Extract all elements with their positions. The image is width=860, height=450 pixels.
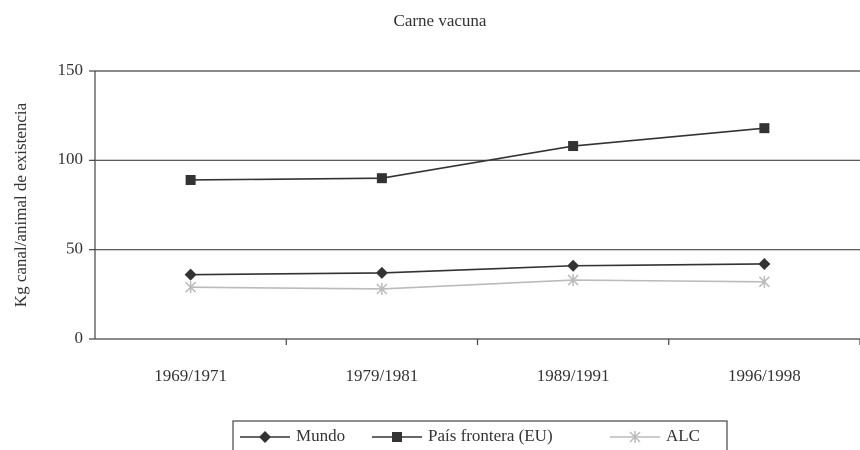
marker bbox=[376, 173, 387, 184]
marker bbox=[376, 282, 388, 295]
marker bbox=[185, 174, 196, 185]
marker bbox=[392, 432, 402, 442]
marker bbox=[629, 431, 641, 443]
marker bbox=[758, 257, 771, 270]
legend-label: Mundo bbox=[296, 426, 345, 445]
legend-box bbox=[232, 420, 728, 450]
y-tick-label: 100 bbox=[58, 149, 84, 168]
marker bbox=[259, 431, 271, 443]
marker bbox=[375, 266, 388, 279]
marker bbox=[185, 281, 197, 294]
marker bbox=[184, 268, 197, 281]
x-tick-label: 1979/1981 bbox=[346, 366, 419, 385]
marker bbox=[758, 275, 770, 288]
chart-title: Carne vacuna bbox=[394, 11, 487, 30]
y-tick-label: 150 bbox=[58, 60, 84, 79]
legend-label: ALC bbox=[666, 426, 700, 445]
marker bbox=[567, 274, 579, 287]
x-tick-label: 1989/1991 bbox=[537, 366, 610, 385]
series-line bbox=[190, 127, 765, 181]
series-line bbox=[190, 279, 765, 290]
legend-label: País frontera (EU) bbox=[428, 426, 553, 445]
marker bbox=[567, 259, 580, 272]
marker bbox=[759, 123, 770, 134]
y-axis-label: Kg canal/animal de existencia bbox=[11, 102, 30, 307]
y-tick-label: 50 bbox=[66, 239, 83, 258]
x-tick-label: 1969/1971 bbox=[154, 366, 227, 385]
y-tick-label: 0 bbox=[75, 328, 84, 347]
x-tick-label: 1996/1998 bbox=[728, 366, 801, 385]
series-line bbox=[190, 263, 765, 276]
marker bbox=[568, 141, 579, 152]
